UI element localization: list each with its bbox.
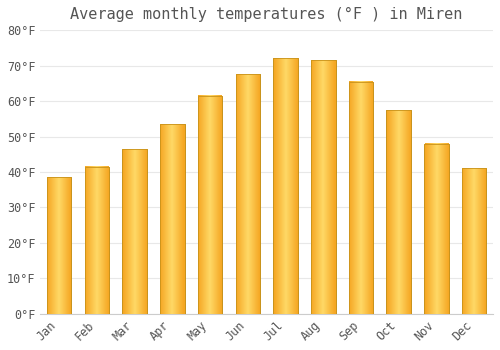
Bar bbox=[311, 60, 336, 314]
Bar bbox=[122, 149, 147, 314]
Bar bbox=[424, 144, 448, 314]
Bar bbox=[462, 168, 486, 314]
Bar bbox=[386, 110, 411, 314]
Title: Average monthly temperatures (°F ) in Miren: Average monthly temperatures (°F ) in Mi… bbox=[70, 7, 463, 22]
Bar bbox=[348, 82, 374, 314]
Bar bbox=[236, 75, 260, 314]
Bar bbox=[198, 96, 222, 314]
Bar bbox=[462, 168, 486, 314]
Bar bbox=[47, 177, 72, 314]
Bar bbox=[274, 58, 298, 314]
Bar bbox=[160, 124, 184, 314]
Bar bbox=[311, 60, 336, 314]
Bar bbox=[424, 144, 448, 314]
Bar bbox=[122, 149, 147, 314]
Bar bbox=[236, 75, 260, 314]
Bar bbox=[84, 167, 109, 314]
Bar bbox=[386, 110, 411, 314]
Bar bbox=[348, 82, 374, 314]
Bar bbox=[198, 96, 222, 314]
Bar bbox=[274, 58, 298, 314]
Bar bbox=[84, 167, 109, 314]
Bar bbox=[47, 177, 72, 314]
Bar bbox=[160, 124, 184, 314]
